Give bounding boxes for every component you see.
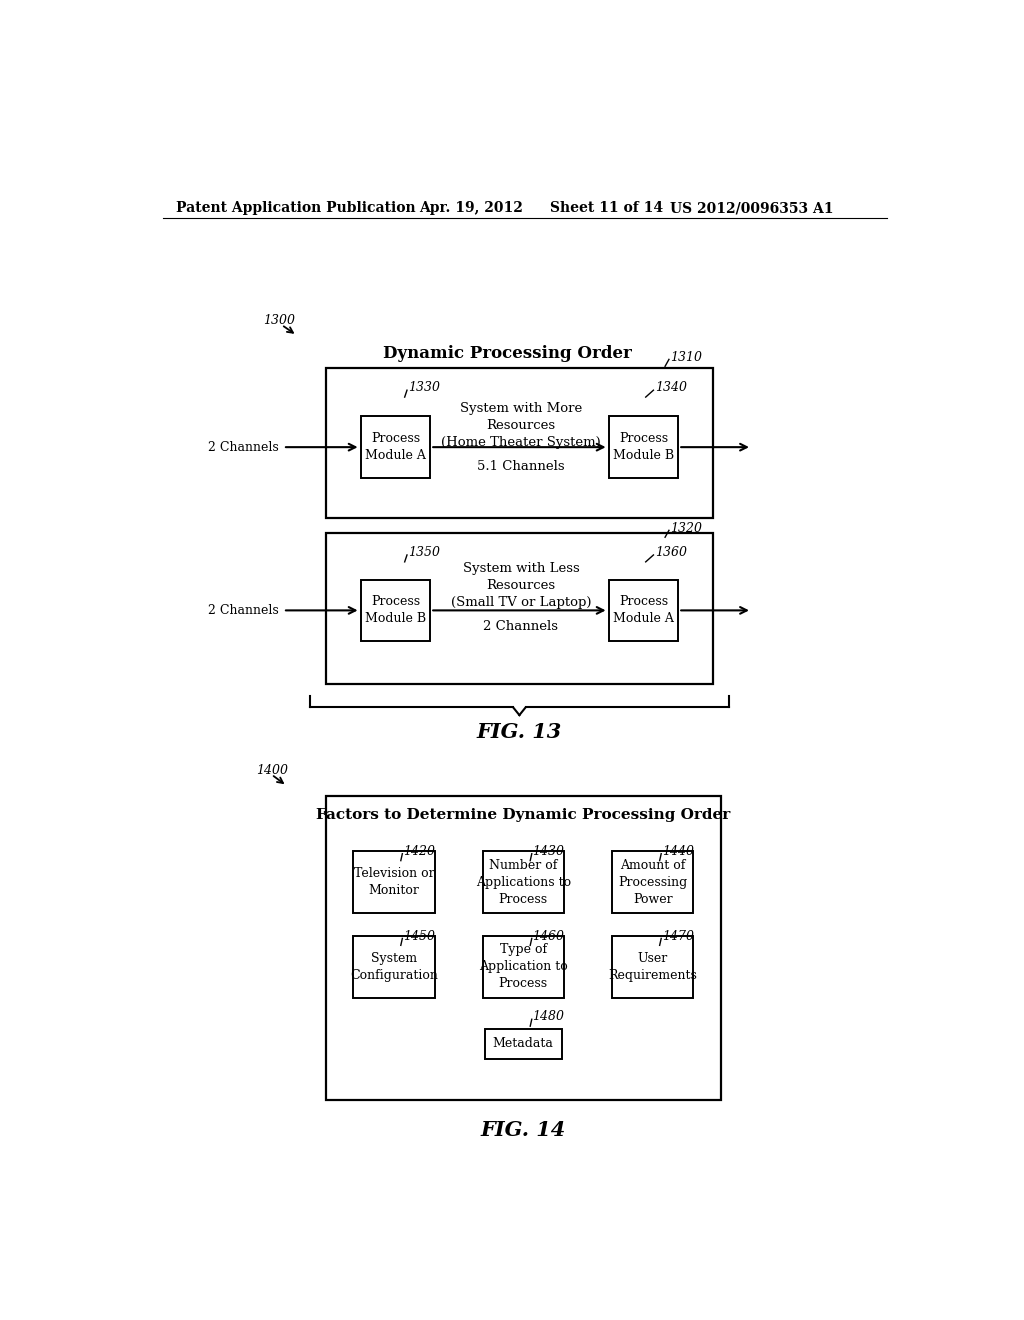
Bar xyxy=(484,1028,562,1059)
Bar xyxy=(482,936,564,998)
Text: Process
Module A: Process Module A xyxy=(613,595,674,626)
Text: Television or
Monitor: Television or Monitor xyxy=(353,867,434,898)
Text: Apr. 19, 2012: Apr. 19, 2012 xyxy=(419,202,522,215)
Text: 1360: 1360 xyxy=(655,546,687,560)
Bar xyxy=(608,416,678,478)
Text: US 2012/0096353 A1: US 2012/0096353 A1 xyxy=(671,202,834,215)
Text: FIG. 14: FIG. 14 xyxy=(480,1121,566,1140)
Text: 1340: 1340 xyxy=(655,381,687,395)
Bar xyxy=(360,579,430,642)
Text: Amount of
Processing
Power: Amount of Processing Power xyxy=(618,859,687,906)
Text: 1420: 1420 xyxy=(403,845,435,858)
Text: 1330: 1330 xyxy=(409,381,440,395)
Text: 5.1 Channels: 5.1 Channels xyxy=(477,459,565,473)
Text: 1480: 1480 xyxy=(532,1010,564,1023)
Bar xyxy=(360,416,430,478)
Text: Factors to Determine Dynamic Processing Order: Factors to Determine Dynamic Processing … xyxy=(316,808,730,822)
Text: FIG. 13: FIG. 13 xyxy=(477,722,562,742)
Text: Number of
Applications to
Process: Number of Applications to Process xyxy=(476,859,570,906)
Text: 1400: 1400 xyxy=(256,764,288,777)
Text: System with Less
Resources
(Small TV or Laptop): System with Less Resources (Small TV or … xyxy=(451,562,591,610)
Bar xyxy=(353,936,434,998)
Text: 2 Channels: 2 Channels xyxy=(483,620,558,634)
Bar xyxy=(353,851,434,913)
Text: Process
Module B: Process Module B xyxy=(612,432,674,462)
Text: Process
Module B: Process Module B xyxy=(365,595,426,626)
Bar xyxy=(326,533,713,684)
Text: 1450: 1450 xyxy=(403,929,435,942)
Bar xyxy=(612,936,693,998)
Bar xyxy=(608,579,678,642)
Bar xyxy=(482,851,564,913)
Text: 1440: 1440 xyxy=(662,845,694,858)
Text: 1320: 1320 xyxy=(671,521,702,535)
Text: User
Requirements: User Requirements xyxy=(608,952,697,982)
Text: Process
Module A: Process Module A xyxy=(365,432,426,462)
Text: Type of
Application to
Process: Type of Application to Process xyxy=(479,944,567,990)
Text: Sheet 11 of 14: Sheet 11 of 14 xyxy=(550,202,664,215)
Text: 2 Channels: 2 Channels xyxy=(208,441,280,454)
Bar xyxy=(326,368,713,517)
Text: 1300: 1300 xyxy=(263,314,296,326)
Text: 1350: 1350 xyxy=(409,546,440,560)
Text: Dynamic Processing Order: Dynamic Processing Order xyxy=(383,345,632,362)
Text: System with More
Resources
(Home Theater System): System with More Resources (Home Theater… xyxy=(441,403,601,449)
Text: Patent Application Publication: Patent Application Publication xyxy=(176,202,416,215)
Text: 1470: 1470 xyxy=(662,929,694,942)
Text: System
Configuration: System Configuration xyxy=(350,952,438,982)
Bar xyxy=(326,796,721,1100)
Text: 1430: 1430 xyxy=(532,845,564,858)
Text: Metadata: Metadata xyxy=(493,1038,554,1051)
Text: 2 Channels: 2 Channels xyxy=(208,603,280,616)
Text: 1460: 1460 xyxy=(532,929,564,942)
Bar xyxy=(612,851,693,913)
Text: 1310: 1310 xyxy=(671,351,702,363)
